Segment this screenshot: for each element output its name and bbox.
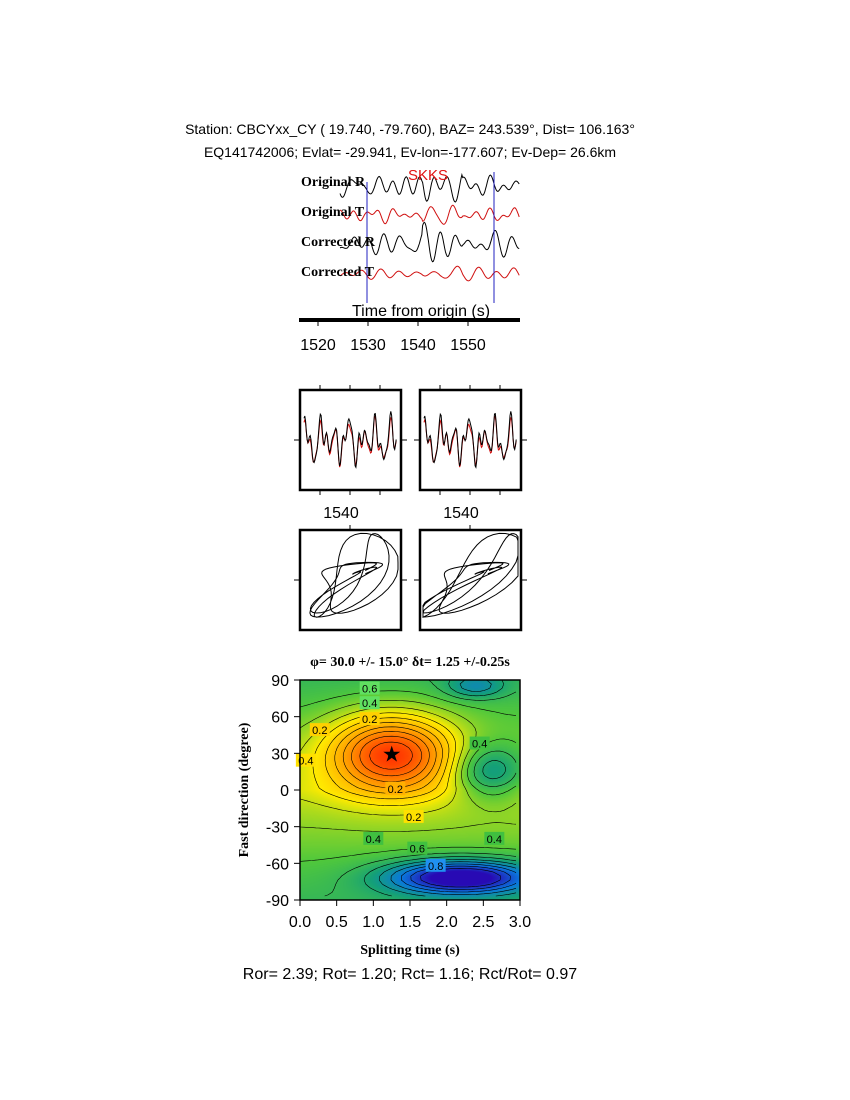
time-tick-label-1530: 1530	[350, 337, 386, 354]
particle-motion-original	[294, 525, 407, 632]
y-tick-label: -60	[266, 856, 289, 873]
phase-label: SKKS	[408, 167, 448, 184]
time-axis-bar	[299, 318, 520, 322]
contour-label-box	[385, 781, 406, 795]
trace-original-t	[339, 204, 520, 225]
waveform-trace-black	[423, 411, 517, 469]
contour-label: 0.8	[428, 861, 443, 873]
y-tick-label: 60	[271, 710, 289, 727]
contour-ylabel: Fast direction (degree)	[237, 722, 252, 857]
particle-motion-panels	[294, 525, 527, 632]
contour-level-line	[378, 680, 517, 897]
contour-label-box	[403, 809, 424, 823]
contour-title: φ= 30.0 +/- 15.0° δt= 1.25 +/-0.25s	[310, 655, 510, 670]
contour-level-line	[300, 700, 517, 832]
contour-label-box	[407, 841, 428, 855]
contour-level-line	[359, 735, 423, 777]
trace-label-original-r: Original R	[301, 175, 366, 190]
time-axis-label: Time from origin (s)	[352, 303, 490, 320]
time-tick-label-1540: 1540	[400, 337, 436, 354]
x-tick-label: 0.0	[289, 914, 311, 931]
contour-label: 0.4	[298, 756, 313, 768]
trace-label-corrected-t: Corrected T	[301, 265, 375, 280]
y-tick-label: 0	[280, 783, 289, 800]
contour-label-box	[359, 712, 380, 726]
contour-label: 0.6	[362, 684, 377, 696]
contour-label: 0.4	[472, 739, 487, 751]
particle-motion-frame	[418, 528, 523, 632]
waveform-frame	[298, 388, 403, 492]
contour-label-box	[309, 723, 330, 737]
x-tick-label: 1.5	[399, 914, 421, 931]
waveform-panels: 1540 1540	[294, 385, 527, 522]
trace-original-r	[339, 172, 520, 203]
contour-label: 0.2	[406, 812, 421, 824]
waveform-tick-left: 1540	[323, 505, 359, 522]
contour-level-line	[363, 680, 517, 897]
y-tick-label: -30	[266, 820, 289, 837]
contour-axes: 0.0 0.5 1.0 1.5 2.0 2.5 3.0 -90 -60 -30 0 30 60 90	[266, 673, 531, 931]
contour-level-line	[420, 868, 501, 888]
time-tick-label-1550: 1550	[450, 337, 486, 354]
contour-label: 0.4	[487, 834, 502, 846]
x-tick-label: 2.5	[472, 914, 494, 931]
trace-corrected-r	[339, 221, 520, 263]
contour-level-line	[387, 754, 395, 758]
contour-label: 0.2	[312, 725, 327, 737]
trace-corrected-t	[339, 265, 520, 282]
x-tick-label: 0.5	[326, 914, 348, 931]
ratio-summary: Ror= 2.39; Rot= 1.20; Rct= 1.16; Rct/Rot…	[243, 966, 578, 983]
waveform-panel-corrected	[414, 385, 527, 495]
y-tick-label: -90	[266, 893, 289, 910]
waveform-frame	[418, 388, 523, 492]
contour-label: 0.6	[410, 844, 425, 856]
station-info: Station: CBCYxx_CY ( 19.740, -79.760), B…	[185, 121, 635, 137]
contour-level-line	[342, 726, 437, 789]
contour-label-box	[295, 753, 316, 767]
event-info: EQ141742006; Evlat= -29.941, Ev-lon=-177…	[204, 144, 616, 160]
particle-motion-corrected	[414, 525, 527, 632]
y-tick-label: 90	[271, 673, 289, 690]
waveform-trace-black	[303, 411, 397, 469]
particle-motion-trace	[309, 532, 399, 618]
trace-label-original-t: Original T	[301, 205, 365, 220]
contour-labels: 0.60.40.20.20.40.20.20.40.40.60.80.4	[295, 681, 505, 873]
particle-motion-trace	[422, 532, 519, 618]
x-tick-label: 1.0	[362, 914, 384, 931]
contour-xlabel: Splitting time (s)	[360, 943, 460, 958]
waveform-panel-original	[294, 385, 407, 495]
contour-label-box	[363, 831, 384, 845]
contour-level-line	[351, 731, 430, 783]
contour-label-box	[469, 736, 490, 750]
contour-level-line	[369, 741, 413, 770]
time-tick-label-1520: 1520	[300, 337, 336, 354]
x-tick-label: 3.0	[509, 914, 531, 931]
contour-label-box	[484, 831, 505, 845]
trace-panel: Original R Original T Corrected R Correc…	[299, 167, 520, 354]
x-tick-label: 2.0	[436, 914, 458, 931]
contour-label: 0.4	[362, 698, 377, 710]
y-tick-label: 30	[271, 746, 289, 763]
contour-panel: 0.60.40.20.20.40.20.20.40.40.60.80.4 ★ 0…	[237, 673, 531, 958]
contour-label-box	[425, 858, 446, 872]
trace-label-corrected-r: Corrected R	[301, 235, 376, 250]
contour-label: 0.4	[366, 834, 381, 846]
best-fit-star-icon: ★	[382, 741, 402, 766]
waveform-tick-right: 1540	[443, 505, 479, 522]
contour-label-box	[359, 696, 380, 710]
contour-label: 0.2	[362, 714, 377, 726]
contour-label: 0.2	[388, 784, 403, 796]
contour-label-box	[359, 681, 380, 695]
